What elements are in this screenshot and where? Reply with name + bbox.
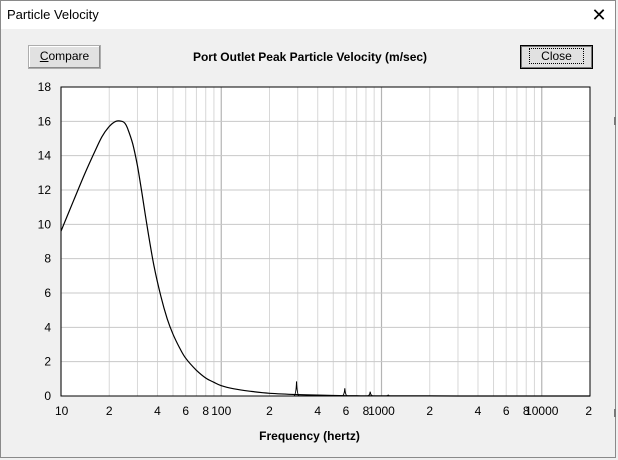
x-tick-label: 2	[585, 404, 592, 418]
y-tick-label: 2	[44, 355, 51, 369]
x-tick-label: 8	[202, 404, 209, 418]
x-tick-label: 6	[182, 404, 189, 418]
chart-title: Port Outlet Peak Particle Velocity (m/se…	[192, 50, 428, 64]
y-tick-label: 16	[38, 114, 52, 128]
x-tick-label: 10	[55, 404, 69, 418]
x-tick-label: 4	[475, 404, 482, 418]
x-tick-label: 4	[314, 404, 321, 418]
x-tick-label: 2	[266, 404, 273, 418]
x-tick-label: 1000	[368, 404, 395, 418]
x-tick-label: 6	[503, 404, 510, 418]
compare-button[interactable]: Compare	[28, 45, 101, 69]
spike-mark	[385, 394, 392, 397]
compare-rest: ompare	[48, 49, 90, 63]
x-tick-label: 8	[363, 404, 370, 418]
spike-mark	[341, 388, 348, 397]
y-tick-label: 14	[38, 149, 52, 163]
y-tick-label: 6	[44, 286, 51, 300]
window-close-icon[interactable]: ✕	[591, 5, 607, 25]
y-tick-label: 18	[38, 80, 52, 94]
compare-mnemonic: C	[39, 49, 49, 63]
plot-frame	[60, 86, 591, 397]
x-tick-label: 2	[426, 404, 433, 418]
x-tick-label: 10000	[525, 404, 559, 418]
close-button[interactable]: Close	[520, 45, 593, 69]
y-tick-label: 4	[44, 320, 51, 334]
edge-mark	[614, 409, 616, 417]
x-axis-label: Frequency (hertz)	[259, 429, 360, 443]
series-line	[60, 120, 590, 397]
y-tick-label: 8	[44, 252, 51, 266]
window-title: Particle Velocity	[7, 7, 99, 22]
title-bar[interactable]: Particle Velocity ✕	[1, 1, 615, 29]
edge-mark	[614, 117, 616, 125]
x-tick-label: 8	[523, 404, 530, 418]
x-tick-label: 4	[154, 404, 161, 418]
x-tick-label: 2	[106, 404, 113, 418]
close-button-label: Close	[529, 48, 584, 64]
y-tick-label: 10	[38, 217, 52, 231]
x-tick-label: 100	[211, 404, 231, 418]
x-tick-label: 6	[343, 404, 350, 418]
spike-mark	[367, 391, 374, 397]
y-tick-label: 0	[44, 389, 51, 403]
spike-mark	[293, 381, 300, 397]
plot-area	[61, 87, 590, 396]
y-tick-label: 12	[38, 183, 52, 197]
